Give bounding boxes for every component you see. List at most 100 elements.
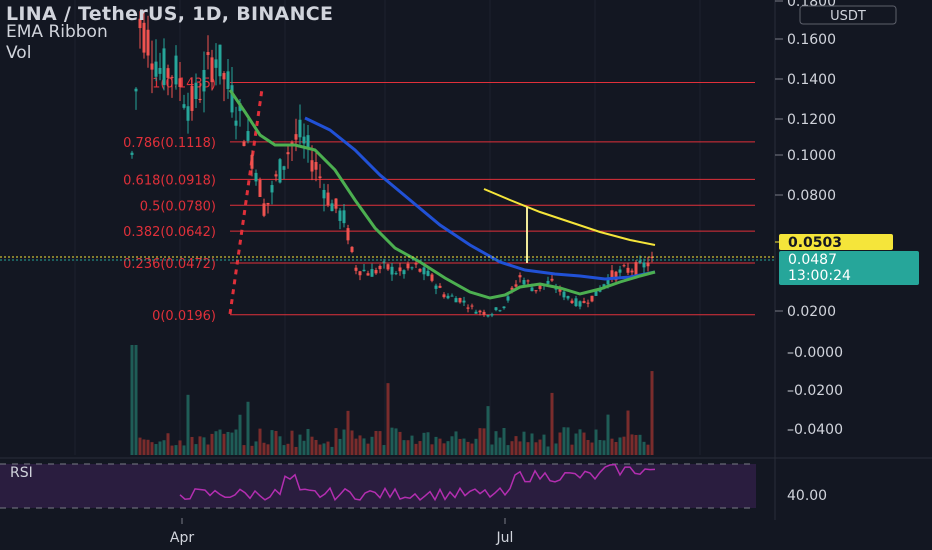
volume-bar: [442, 443, 446, 455]
volume-bar: [174, 445, 178, 455]
volume-axis-label: –0.0400: [787, 422, 843, 438]
volume-bar: [250, 445, 254, 455]
fib-label: 0.382(0.0642): [123, 225, 216, 240]
candle-body: [222, 73, 226, 80]
candle-body: [390, 266, 394, 275]
candle-body: [590, 295, 594, 302]
candle-body: [406, 263, 410, 269]
candle-body: [630, 270, 634, 273]
candle-body: [498, 310, 502, 312]
candle-body: [254, 172, 258, 182]
candle-body: [522, 280, 526, 285]
volume-group: [130, 345, 654, 455]
candle-body: [202, 69, 206, 92]
candle-body: [618, 269, 622, 273]
volume-bar: [470, 443, 474, 455]
chart-title: LINA / TetherUS, 1D, BINANCE: [6, 3, 334, 25]
candle-body: [194, 82, 198, 99]
volume-bar: [394, 428, 398, 455]
volume-bar: [570, 444, 574, 455]
volume-bar: [598, 439, 602, 455]
candle-body: [434, 285, 438, 289]
volume-bar: [550, 392, 554, 455]
candle-body: [358, 271, 362, 276]
candle-body: [130, 152, 134, 155]
badge-price-label: 0.0487: [788, 252, 837, 268]
candle-body: [362, 269, 366, 272]
candle-body: [210, 57, 214, 83]
volume-bar: [626, 410, 630, 455]
volume-bar: [378, 431, 382, 455]
volume-bar: [218, 429, 222, 455]
candle-body: [314, 161, 318, 170]
candle-body: [442, 294, 446, 298]
badge-yellow: [779, 234, 893, 250]
candle-body: [594, 289, 598, 296]
candle-body: [234, 120, 238, 126]
candle-body: [462, 300, 466, 303]
candle-body: [430, 274, 434, 281]
volume-bar: [234, 429, 238, 455]
candle-body: [626, 267, 630, 273]
ema-green-line: [228, 89, 656, 300]
volume-bar: [422, 432, 426, 455]
volume-bar: [282, 445, 286, 455]
volume-bar: [322, 443, 326, 455]
candle-body: [614, 271, 618, 281]
volume-bar: [158, 441, 162, 455]
volume-bar: [182, 445, 186, 455]
candle-body: [346, 228, 350, 241]
currency-badge: [799, 5, 897, 25]
volume-bar: [270, 430, 274, 455]
candle-body: [414, 263, 418, 265]
volume-bar: [350, 430, 354, 455]
candle-body: [502, 306, 506, 309]
candle-body: [510, 287, 514, 290]
volume-bar: [478, 428, 482, 455]
candle-body: [182, 104, 186, 108]
candle-body: [458, 297, 462, 303]
volume-bar: [534, 442, 538, 455]
candle-body: [258, 179, 262, 197]
volume-bar: [490, 444, 494, 455]
volume-bar: [446, 441, 450, 455]
price-axis-label: 0.1000: [787, 148, 836, 164]
candle-body: [486, 315, 490, 317]
volume-bar: [310, 436, 314, 455]
currency-badge-label: USDT: [830, 9, 866, 24]
candle-body: [278, 159, 282, 183]
volume-bar: [382, 445, 386, 455]
candle-body: [382, 261, 386, 263]
rsi-axis-label: 40.00: [787, 488, 827, 504]
volume-bar: [426, 432, 430, 455]
candle-body: [570, 300, 574, 304]
price-axis-label: 0.1200: [787, 112, 836, 128]
indicator-label: EMA Ribbon: [6, 22, 108, 42]
candle-body: [642, 262, 646, 268]
volume-bar: [466, 441, 470, 455]
badge-last-price: [779, 251, 919, 285]
volume-bar: [330, 446, 334, 455]
candle-body: [166, 68, 170, 78]
candle-body: [214, 59, 218, 68]
volume-bar: [134, 345, 138, 455]
volume-bar: [590, 442, 594, 455]
volume-bar: [482, 428, 486, 455]
volume-bar: [210, 433, 214, 455]
volume-bar: [334, 428, 338, 455]
volume-bar: [294, 446, 298, 455]
volume-bar: [526, 442, 530, 455]
volume-bar: [390, 427, 394, 455]
candle-body: [246, 131, 250, 141]
volume-bar: [474, 438, 478, 455]
volume-bar: [242, 445, 246, 455]
candle-body: [266, 202, 270, 205]
candle-body: [298, 119, 302, 138]
volume-bar: [338, 438, 342, 455]
volume-axis-label: –0.0200: [787, 383, 843, 399]
candle-body: [550, 278, 554, 281]
candle-body: [526, 280, 530, 282]
volume-bar: [518, 441, 522, 455]
volume-bar: [314, 439, 318, 455]
